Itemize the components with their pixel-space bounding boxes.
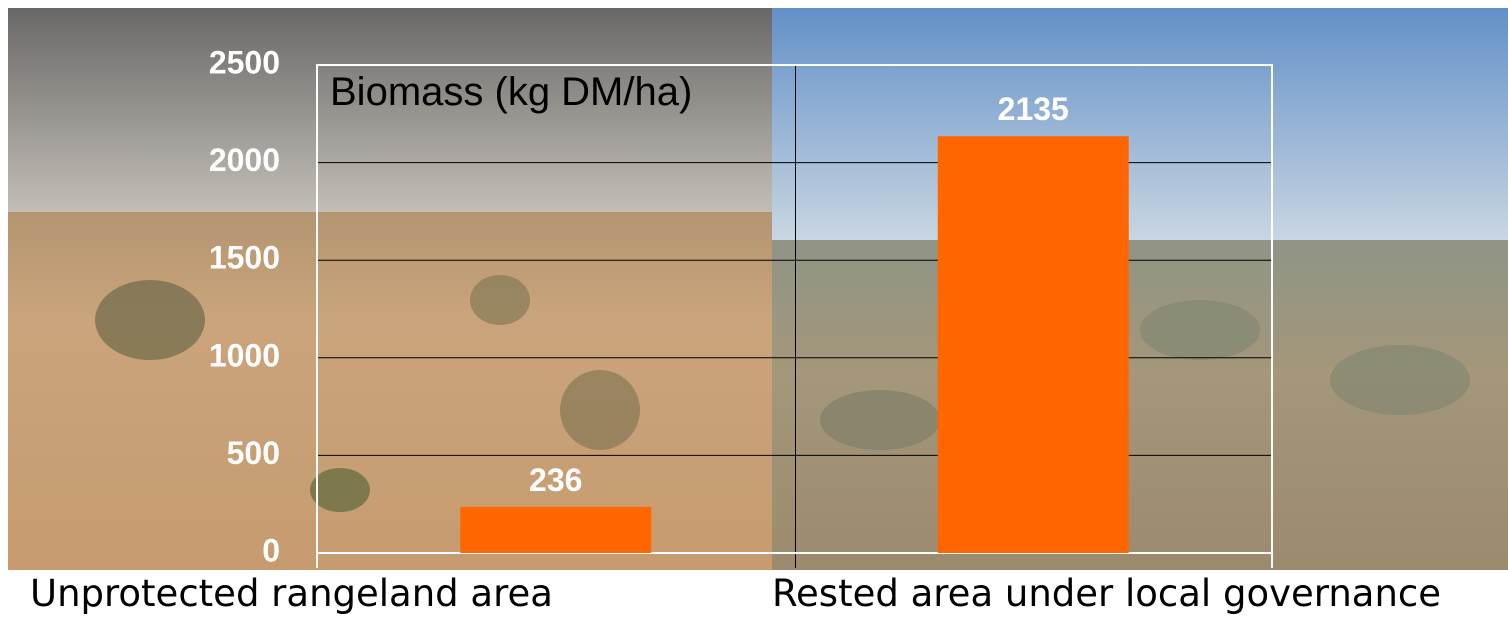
y-tick-label: 1500 xyxy=(209,240,280,276)
x-tick-label: Rested area under local governance xyxy=(772,572,1441,615)
x-tick-label: Unprotected rangeland area xyxy=(30,572,553,615)
chart-title: Biomass (kg DM/ha) xyxy=(330,70,692,114)
background-photo xyxy=(8,8,1508,570)
bar xyxy=(460,507,651,553)
value-label: 236 xyxy=(529,462,582,498)
y-tick-label: 2000 xyxy=(209,142,280,178)
y-tick-label: 1000 xyxy=(209,337,280,373)
y-tick-label: 500 xyxy=(227,435,280,471)
value-label: 2135 xyxy=(998,91,1069,127)
y-tick-label: 2500 xyxy=(209,44,280,80)
bar xyxy=(938,136,1129,553)
y-tick-label: 0 xyxy=(262,532,280,568)
chart: Biomass (kg DM/ha) 0 500 1000 1500 2000 2500 U… xyxy=(0,0,1508,619)
